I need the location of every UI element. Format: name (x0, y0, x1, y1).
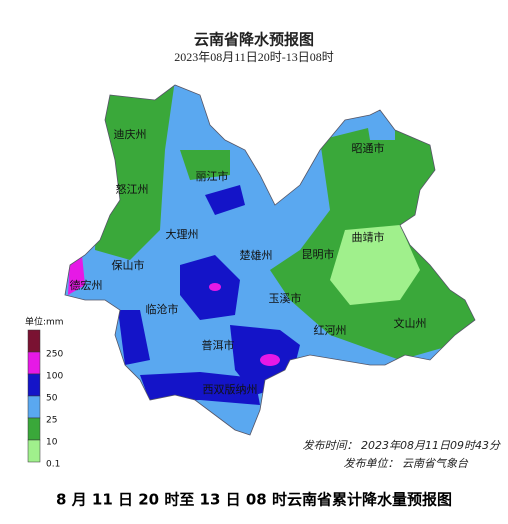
region-label: 昭通市 (352, 141, 385, 155)
region-label: 临沧市 (146, 302, 179, 316)
region-label: 西双版纳州 (203, 382, 258, 396)
publish-time: 发布时间： 2023年08月11日09时43分 (303, 439, 501, 452)
legend-swatch (27, 373, 41, 397)
legend-swatch (27, 417, 41, 441)
province-map (64, 84, 476, 436)
legend-label: 0.1 (46, 460, 60, 470)
region-label: 丽江市 (196, 169, 229, 183)
region-label: 曲靖市 (352, 230, 385, 244)
map-title: 云南省降水预报图 (194, 31, 314, 49)
legend-swatch (27, 439, 41, 463)
legend-swatch (27, 329, 41, 353)
caption: 8 月 11 日 20 时至 13 日 08 时云南省累计降水量预报图 (56, 491, 452, 509)
region-label: 怒江州 (116, 182, 149, 196)
legend-label: 100 (46, 372, 63, 382)
region-label: 红河州 (314, 324, 347, 337)
legend-label: 10 (46, 438, 58, 448)
legend-label: 25 (46, 416, 57, 426)
region-label: 楚雄州 (240, 248, 273, 262)
region-label: 普洱市 (202, 338, 235, 352)
region-label: 保山市 (112, 258, 145, 272)
region-label: 大理州 (166, 227, 199, 241)
region-label: 文山州 (394, 316, 427, 330)
legend-label: 250 (46, 350, 63, 360)
region-label: 玉溪市 (269, 291, 302, 305)
region-label: 德宏州 (70, 278, 103, 292)
legend-unit: 单位:mm (25, 316, 64, 328)
publisher: 发布单位： 云南省气象台 (344, 457, 469, 470)
region-label: 昆明市 (302, 247, 335, 261)
legend-swatch (27, 395, 41, 419)
region-label: 迪庆州 (114, 127, 147, 141)
legend-swatch (27, 351, 41, 375)
legend-label: 50 (46, 394, 58, 404)
map-subtitle: 2023年08月11日20时-13日08时 (174, 50, 334, 64)
